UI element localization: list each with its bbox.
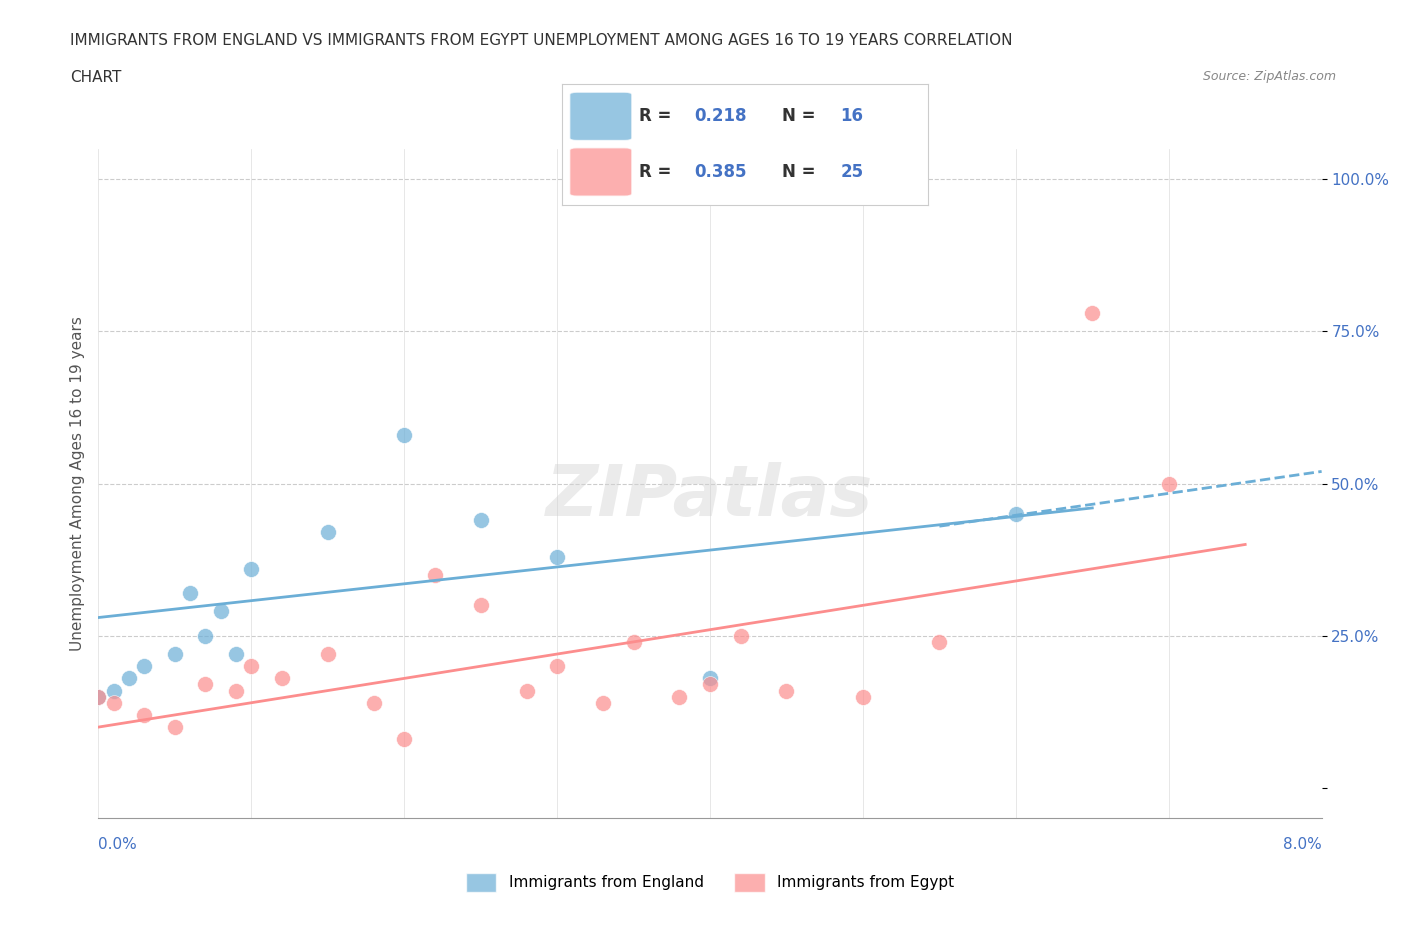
Point (470, 512, 492, 527)
Point (623, 634, 645, 649)
Point (163, 720, 186, 735)
Point (240, 562, 263, 577)
Text: 0.218: 0.218 (695, 107, 747, 126)
Point (87, 689, 110, 704)
Text: R =: R = (640, 107, 678, 126)
Point (118, 671, 141, 685)
Point (270, 671, 294, 685)
Point (928, 634, 950, 649)
Text: IMMIGRANTS FROM ENGLAND VS IMMIGRANTS FROM EGYPT UNEMPLOYMENT AMONG AGES 16 TO 1: IMMIGRANTS FROM ENGLAND VS IMMIGRANTS FR… (70, 33, 1012, 47)
FancyBboxPatch shape (569, 92, 631, 140)
Point (699, 671, 721, 685)
Point (470, 598, 492, 613)
Point (179, 586, 201, 601)
Point (316, 646, 339, 661)
Text: ZIPatlas: ZIPatlas (547, 462, 873, 531)
Point (363, 696, 385, 711)
Point (392, 732, 416, 747)
Point (225, 646, 247, 661)
FancyBboxPatch shape (569, 148, 631, 196)
Text: 16: 16 (841, 107, 863, 126)
Point (775, 684, 797, 698)
Point (1157, 476, 1180, 491)
Point (546, 550, 568, 565)
Point (194, 629, 217, 644)
Text: 0.0%: 0.0% (98, 837, 138, 852)
Text: 25: 25 (841, 163, 863, 181)
Point (699, 677, 721, 692)
Point (103, 696, 125, 711)
Point (516, 684, 538, 698)
Point (730, 629, 752, 644)
Point (240, 658, 263, 673)
Point (209, 604, 232, 618)
Point (1081, 306, 1104, 321)
Point (392, 428, 416, 443)
Point (225, 684, 247, 698)
Point (134, 658, 156, 673)
Point (668, 689, 690, 704)
Text: CHART: CHART (70, 70, 122, 85)
Point (316, 525, 339, 539)
Legend: Immigrants from England, Immigrants from Egypt: Immigrants from England, Immigrants from… (460, 867, 960, 897)
Point (103, 684, 125, 698)
Text: 8.0%: 8.0% (1282, 837, 1322, 852)
Point (423, 567, 446, 582)
Point (592, 696, 614, 711)
Point (163, 646, 186, 661)
Text: N =: N = (782, 107, 821, 126)
Point (546, 658, 568, 673)
Point (1004, 507, 1026, 522)
Text: R =: R = (640, 163, 678, 181)
Point (87, 689, 110, 704)
Text: N =: N = (782, 163, 821, 181)
Point (134, 708, 156, 723)
Point (194, 677, 217, 692)
Y-axis label: Unemployment Among Ages 16 to 19 years: Unemployment Among Ages 16 to 19 years (69, 316, 84, 651)
Point (852, 689, 875, 704)
Text: 0.385: 0.385 (695, 163, 747, 181)
Text: Source: ZipAtlas.com: Source: ZipAtlas.com (1202, 70, 1336, 83)
